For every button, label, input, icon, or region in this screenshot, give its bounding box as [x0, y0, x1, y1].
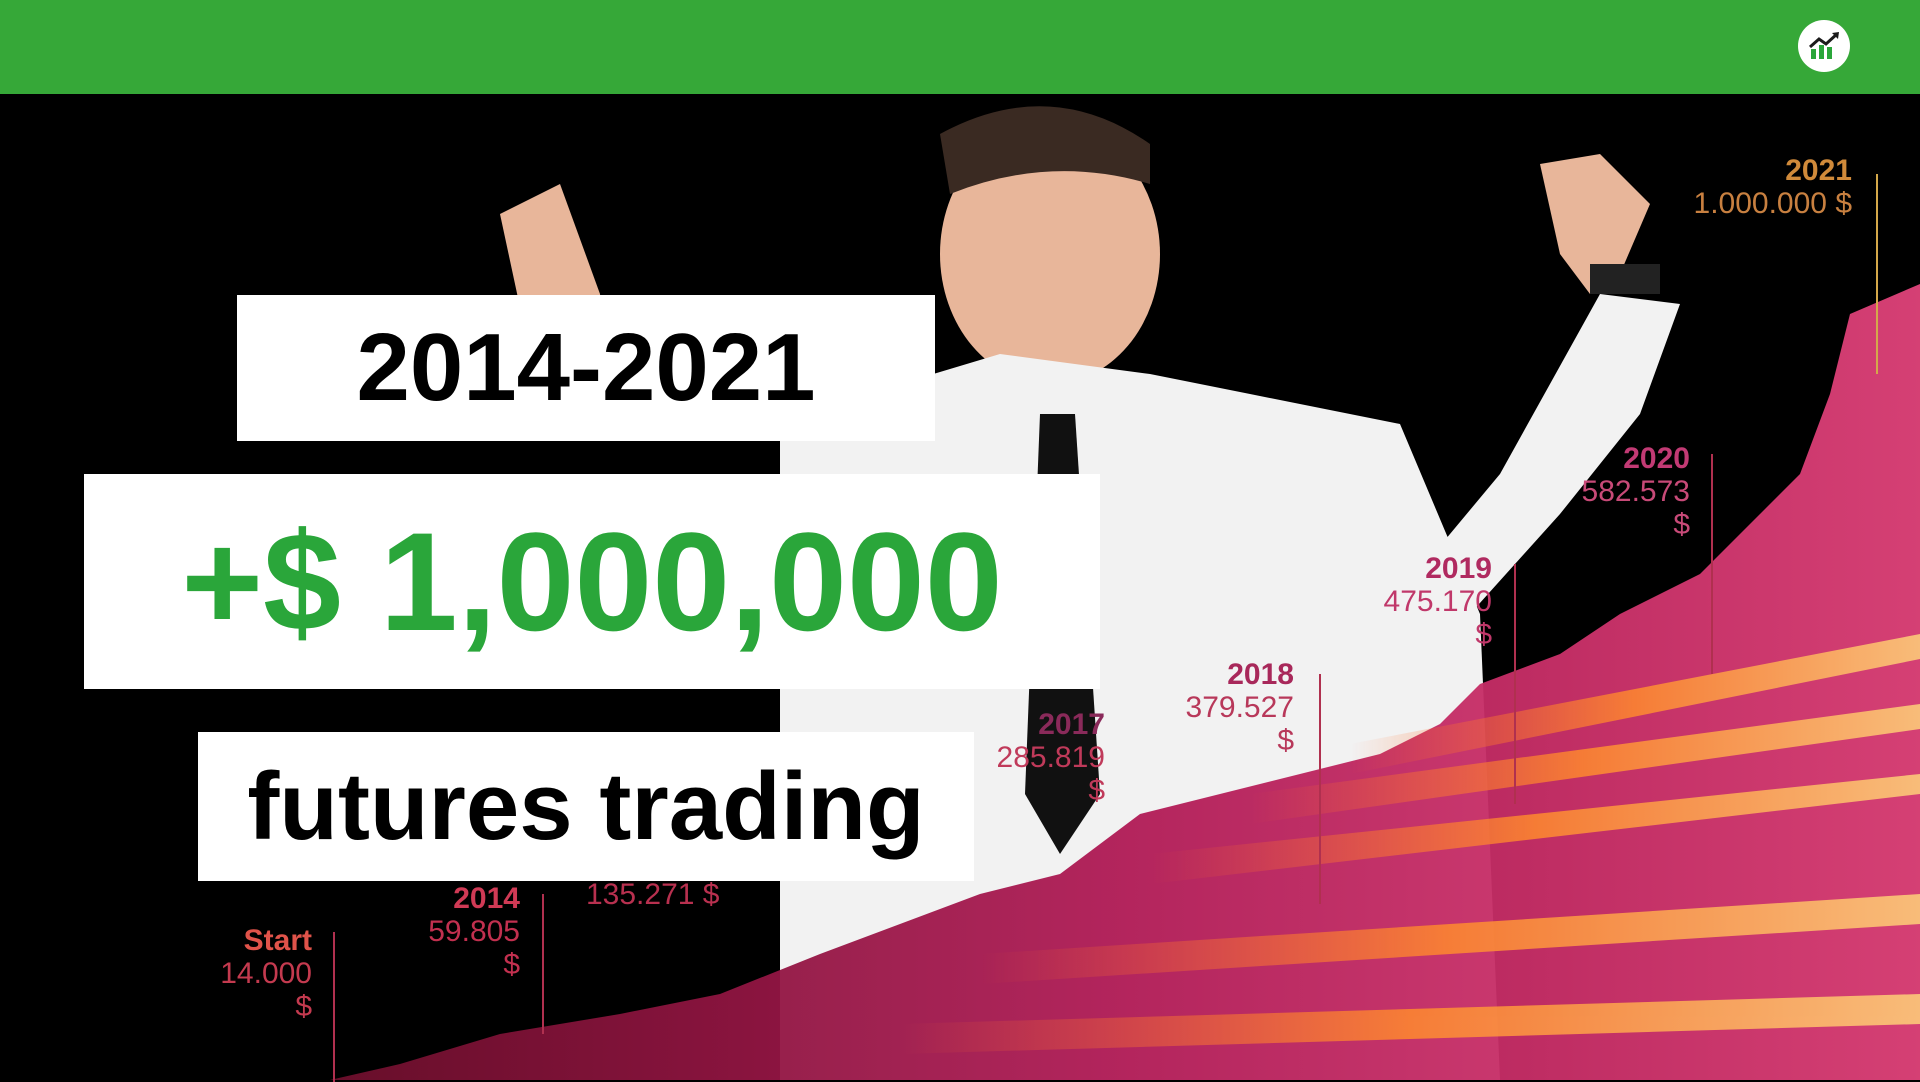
milestone-start: Start 14.000 $ — [200, 924, 312, 1023]
milestone-tick — [1514, 564, 1516, 804]
milestone-2018: 2018 379.527 $ — [1164, 658, 1294, 757]
milestone-year: 2021 — [1785, 154, 1852, 187]
milestone-2019: 2019 475.170 $ — [1360, 552, 1492, 651]
milestone-year: Start — [243, 924, 312, 957]
milestone-2020: 2020 582.573 $ — [1558, 442, 1690, 541]
milestone-tick — [333, 932, 335, 1082]
milestone-value: 59.805 $ — [428, 915, 520, 981]
milestone-tick — [542, 894, 544, 1034]
milestone-year: 2020 — [1623, 442, 1690, 475]
milestone-value: 285.819 $ — [996, 741, 1105, 807]
trending-up-chart-icon — [1798, 20, 1850, 72]
milestone-value: 14.000 $ — [220, 957, 312, 1023]
milestone-2014: 2014 59.805 $ — [408, 882, 520, 981]
profit-amount-label: +$ 1,000,000 — [84, 474, 1100, 689]
milestone-tick — [1711, 454, 1713, 674]
milestone-year: 2017 — [1038, 708, 1105, 741]
hero-stage: Start 14.000 $ 2014 59.805 $ 135.271 $ 2… — [0, 94, 1920, 1082]
milestone-value: 135.271 $ — [586, 878, 720, 911]
milestone-2021: 2021 1.000.000 $ — [1690, 154, 1852, 220]
subtitle-label: futures trading — [198, 732, 974, 881]
milestone-value: 475.170 $ — [1383, 585, 1492, 651]
top-bar — [0, 0, 1920, 94]
milestone-year: 2018 — [1227, 658, 1294, 691]
milestone-2016: 135.271 $ — [586, 878, 736, 911]
milestone-tick — [1319, 674, 1321, 904]
milestone-value: 582.573 $ — [1581, 475, 1690, 541]
milestone-tick — [1876, 174, 1878, 374]
milestone-value: 379.527 $ — [1185, 691, 1294, 757]
milestone-year: 2014 — [453, 882, 520, 915]
years-label: 2014-2021 — [237, 295, 935, 441]
milestone-2017: 2017 285.819 $ — [975, 708, 1105, 807]
milestone-year: 2019 — [1425, 552, 1492, 585]
milestone-value: 1.000.000 $ — [1693, 187, 1852, 220]
